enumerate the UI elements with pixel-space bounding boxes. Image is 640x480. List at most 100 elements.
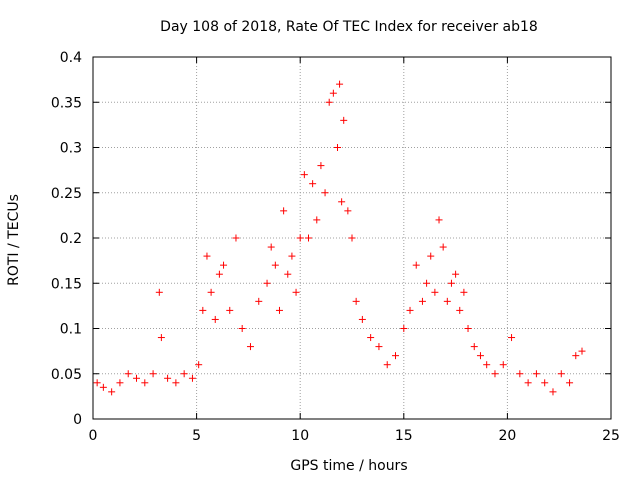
data-point xyxy=(491,370,499,378)
data-point xyxy=(460,288,468,296)
data-point xyxy=(284,270,292,278)
data-point xyxy=(456,306,464,314)
data-point xyxy=(549,388,557,396)
data-point xyxy=(141,379,149,387)
data-point xyxy=(352,297,360,305)
y-tick-label: 0.1 xyxy=(60,322,82,338)
y-tick-label: 0.3 xyxy=(60,141,82,157)
x-tick-label: 5 xyxy=(192,428,201,444)
data-point xyxy=(263,279,271,287)
data-point xyxy=(292,288,300,296)
data-point xyxy=(344,207,352,215)
data-point xyxy=(329,89,337,97)
data-point xyxy=(499,361,507,369)
data-point xyxy=(220,261,228,269)
data-point xyxy=(246,343,254,351)
data-point xyxy=(557,370,565,378)
data-point xyxy=(313,216,321,224)
data-point xyxy=(338,198,346,206)
data-point xyxy=(155,288,163,296)
y-axis-ticks: 0 0.05 0.1 0.15 0.2 0.25 0.3 0.35 0.4 xyxy=(51,50,611,428)
data-point xyxy=(172,379,180,387)
data-point xyxy=(427,252,435,260)
data-point xyxy=(300,171,308,179)
data-point xyxy=(149,370,157,378)
data-point xyxy=(124,370,132,378)
data-point xyxy=(392,352,400,360)
y-tick-label: 0.15 xyxy=(51,276,82,292)
data-point xyxy=(532,370,540,378)
data-point xyxy=(412,261,420,269)
data-point xyxy=(93,379,101,387)
data-point xyxy=(439,243,447,251)
y-axis-label: ROTI / TECUs xyxy=(6,194,22,286)
x-tick-label: 20 xyxy=(498,428,516,444)
data-point xyxy=(199,306,207,314)
data-point xyxy=(418,297,426,305)
x-axis-label: GPS time / hours xyxy=(290,458,407,474)
x-axis-ticks: 0 5 10 15 20 25 xyxy=(89,57,620,444)
x-tick-label: 10 xyxy=(291,428,309,444)
data-point xyxy=(578,347,586,355)
y-tick-label: 0.25 xyxy=(51,186,82,202)
data-point xyxy=(157,334,165,342)
data-point xyxy=(423,279,431,287)
data-point xyxy=(383,361,391,369)
data-point xyxy=(304,234,312,242)
data-point xyxy=(275,306,283,314)
data-point xyxy=(188,374,196,382)
data-point xyxy=(443,297,451,305)
data-point xyxy=(195,361,203,369)
data-point xyxy=(476,352,484,360)
data-point xyxy=(375,343,383,351)
data-point xyxy=(317,162,325,170)
data-point xyxy=(288,252,296,260)
data-point xyxy=(99,383,107,391)
y-tick-label: 0 xyxy=(73,412,82,428)
data-point xyxy=(336,80,344,88)
data-point xyxy=(321,189,329,197)
data-point xyxy=(238,325,246,332)
data-point xyxy=(358,315,366,323)
x-tick-label: 15 xyxy=(395,428,413,444)
data-point xyxy=(203,252,211,260)
data-point xyxy=(207,288,215,296)
data-point xyxy=(226,306,234,314)
data-point xyxy=(133,374,141,382)
data-point xyxy=(367,334,375,342)
chart-title: Day 108 of 2018, Rate Of TEC Index for r… xyxy=(160,19,538,35)
y-tick-label: 0.35 xyxy=(51,95,82,111)
data-point xyxy=(400,325,408,332)
data-point xyxy=(541,379,549,387)
x-tick-label: 25 xyxy=(602,428,620,444)
data-point xyxy=(435,216,443,224)
data-point xyxy=(267,243,275,251)
y-tick-label: 0.2 xyxy=(60,231,82,247)
data-point xyxy=(348,234,356,242)
y-tick-label: 0.05 xyxy=(51,367,82,383)
data-point xyxy=(572,352,580,360)
data-point xyxy=(431,288,439,296)
data-point xyxy=(340,116,348,124)
data-point xyxy=(211,315,219,323)
data-point xyxy=(325,98,333,106)
data-point xyxy=(447,279,455,287)
data-point xyxy=(296,234,304,242)
data-point xyxy=(309,180,317,188)
data-point xyxy=(280,207,288,215)
data-point xyxy=(524,379,532,387)
data-point xyxy=(180,370,188,378)
data-point xyxy=(333,144,341,151)
data-point xyxy=(464,325,472,332)
data-point xyxy=(108,388,116,396)
x-tick-label: 0 xyxy=(89,428,98,444)
data-point xyxy=(232,234,240,242)
data-point xyxy=(215,270,223,278)
data-point xyxy=(508,334,516,342)
data-point xyxy=(116,379,124,387)
data-point xyxy=(516,370,524,378)
data-point xyxy=(164,374,172,382)
data-points xyxy=(93,80,586,396)
data-point xyxy=(566,379,574,387)
